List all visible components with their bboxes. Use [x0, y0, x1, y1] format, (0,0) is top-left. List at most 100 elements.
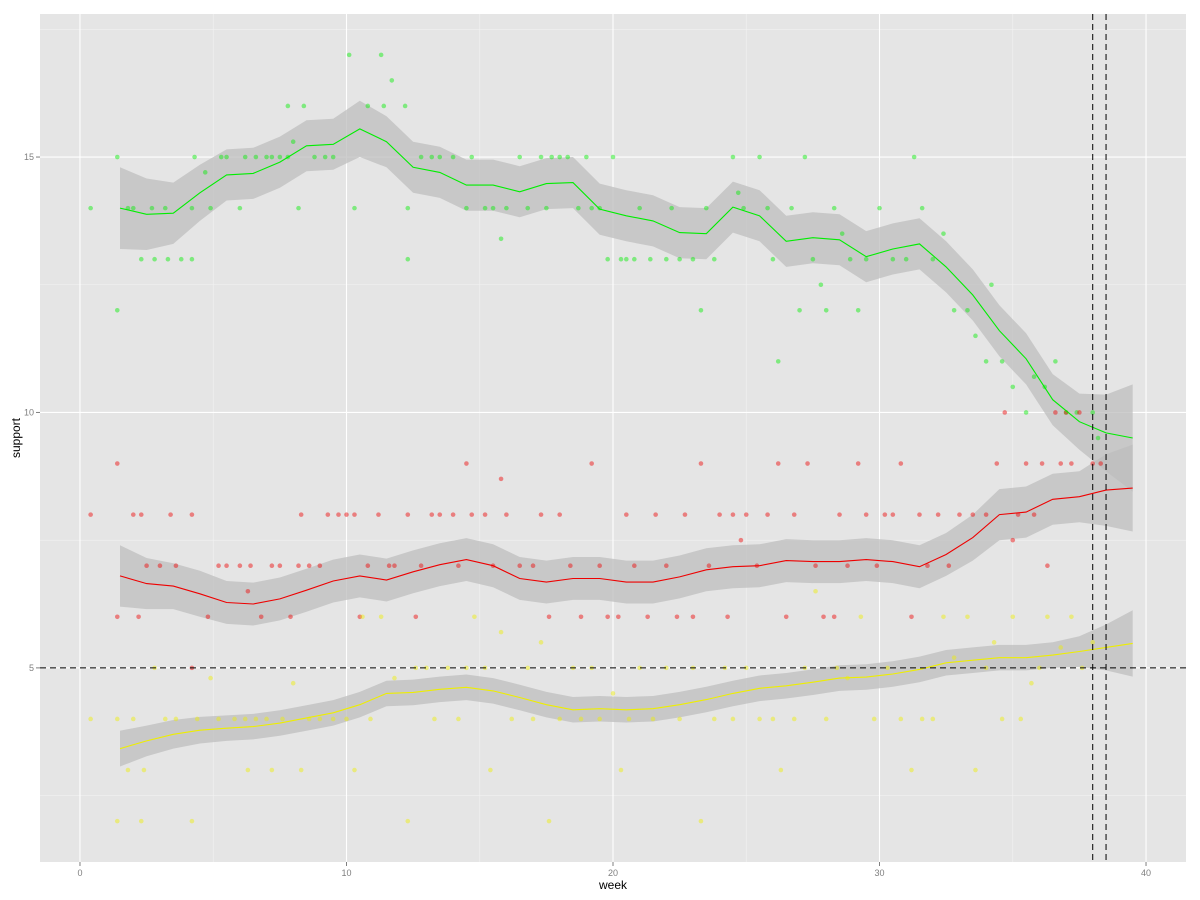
data-point-1: [1058, 461, 1064, 466]
data-point-1: [743, 512, 749, 517]
data-point-2: [941, 614, 946, 620]
data-point-2: [405, 818, 411, 824]
data-point-2: [885, 665, 890, 671]
data-point-2: [909, 767, 914, 773]
data-point-1: [530, 563, 536, 569]
data-point-1: [464, 461, 469, 466]
data-point-2: [242, 716, 248, 722]
data-point-2: [432, 716, 437, 722]
data-point-0: [669, 205, 674, 211]
data-point-0: [352, 205, 357, 211]
x-axis-title: week: [598, 878, 628, 892]
data-point-2: [546, 818, 552, 824]
data-point-0: [469, 154, 475, 160]
data-point-0: [296, 205, 301, 211]
data-point-0: [664, 256, 669, 262]
data-point-2: [834, 665, 840, 671]
data-point-1: [717, 512, 722, 517]
data-point-2: [378, 614, 384, 620]
data-point-1: [1045, 563, 1050, 569]
data-point-2: [823, 716, 829, 722]
data-point-2: [464, 665, 469, 671]
data-point-2: [951, 655, 957, 660]
data-point-2: [1037, 665, 1042, 671]
data-point-2: [757, 716, 762, 722]
data-point-0: [999, 359, 1005, 364]
data-point-0: [618, 256, 624, 262]
data-point-0: [677, 256, 682, 262]
data-point-0: [584, 154, 589, 160]
data-point-1: [517, 563, 523, 569]
data-point-2: [509, 716, 515, 722]
data-point-0: [549, 154, 555, 160]
data-point-0: [405, 205, 411, 211]
data-point-1: [765, 512, 770, 517]
data-point-2: [141, 767, 147, 773]
data-point-1: [725, 614, 730, 620]
data-point-0: [525, 205, 531, 211]
data-point-2: [991, 640, 997, 645]
data-point-0: [989, 282, 994, 288]
x-tick-label: 30: [875, 868, 885, 878]
data-point-0: [810, 256, 816, 262]
data-point-0: [429, 154, 435, 160]
data-point-1: [855, 461, 861, 466]
data-point-1: [138, 512, 144, 517]
data-point-1: [1031, 512, 1037, 517]
data-point-2: [130, 716, 136, 722]
data-point-1: [418, 563, 424, 569]
data-point-0: [517, 154, 523, 160]
data-point-0: [797, 307, 802, 313]
data-point-1: [1098, 461, 1104, 466]
data-point-2: [557, 716, 562, 722]
data-point-1: [946, 563, 952, 569]
data-point-0: [839, 231, 845, 236]
data-point-0: [624, 256, 629, 262]
data-point-1: [482, 512, 488, 517]
data-point-1: [114, 461, 120, 466]
data-point-1: [546, 614, 552, 620]
data-point-1: [450, 512, 456, 517]
data-point-1: [245, 588, 251, 594]
data-point-2: [898, 716, 904, 722]
data-point-1: [298, 512, 304, 517]
data-point-1: [738, 537, 744, 543]
data-point-0: [450, 154, 456, 160]
data-point-1: [456, 563, 461, 569]
data-point-2: [208, 675, 213, 681]
data-point-0: [1010, 384, 1016, 390]
data-point-0: [402, 103, 408, 109]
data-point-0: [802, 154, 808, 160]
smoothed-line-1: [119, 487, 1133, 605]
data-point-0: [1090, 410, 1096, 415]
data-point-1: [498, 476, 504, 482]
data-point-1: [863, 512, 869, 517]
data-point-2: [664, 665, 669, 671]
data-point-0: [130, 205, 136, 211]
data-point-0: [847, 256, 853, 262]
data-point-0: [637, 205, 642, 211]
y-axis-title: support: [9, 417, 23, 458]
data-point-0: [818, 282, 824, 288]
data-point-1: [994, 461, 1000, 466]
data-point-1: [791, 512, 797, 517]
data-point-1: [296, 563, 301, 569]
data-point-1: [168, 512, 173, 517]
data-point-1: [1002, 410, 1008, 415]
data-point-0: [149, 205, 155, 211]
data-point-0: [405, 256, 411, 262]
data-point-1: [277, 563, 283, 569]
data-point-0: [911, 154, 917, 160]
data-point-0: [544, 205, 549, 211]
data-point-0: [823, 307, 829, 313]
data-point-2: [424, 665, 429, 671]
data-point-0: [218, 154, 224, 160]
data-point-1: [1023, 461, 1029, 466]
data-point-0: [162, 205, 168, 211]
data-point-2: [858, 614, 864, 620]
data-point-0: [735, 190, 741, 196]
data-point-1: [504, 512, 509, 517]
data-point-2: [965, 614, 970, 620]
data-point-1: [429, 512, 435, 517]
data-point-0: [951, 307, 957, 313]
